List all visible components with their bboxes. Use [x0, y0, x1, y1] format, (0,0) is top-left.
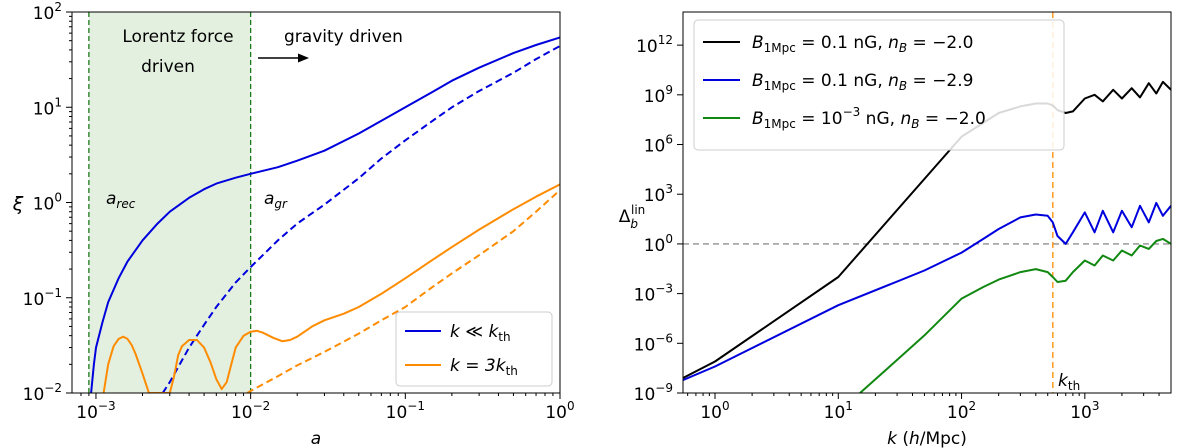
y-tick-label: 100	[33, 191, 62, 215]
lorentz-force-label-line1: Lorentz force	[122, 27, 233, 47]
x-tick-label: 100	[545, 399, 574, 423]
a-gr-label: agr	[264, 189, 288, 211]
plot-lines	[90, 36, 560, 393]
xi-orange-solid	[102, 183, 560, 393]
y-tick-label: 103	[644, 182, 673, 206]
x-axis: 10−3 10−2 10−1 100	[76, 393, 575, 423]
xi-blue-dashed	[161, 45, 560, 393]
right-panel: 100 101 102 103 10−9 10−6 10−3 100 103 106 109 101…	[619, 11, 1172, 448]
legend-items: B1Mpc = 0.1 nG, nB = −2.0 B1Mpc = 0.1 nG,…	[703, 33, 986, 131]
delta-blue	[683, 201, 1171, 382]
x-tick-label: 101	[824, 399, 853, 423]
x-tick-label: 102	[947, 399, 976, 423]
x-tick-label: 103	[1070, 399, 1099, 423]
x-tick-label: 10−2	[231, 399, 270, 423]
lorentz-force-label-line2: driven	[141, 57, 195, 77]
y-tick-label: 1012	[636, 33, 673, 57]
y-tick-label: 109	[644, 83, 673, 107]
x-tick-label: 10−1	[386, 399, 425, 423]
x-axis-label: k (h/Mpc)	[887, 429, 967, 448]
y-tick-label: 100	[644, 232, 673, 256]
xi-orange-dashed	[246, 189, 560, 393]
k-th-label: kth	[1058, 371, 1080, 393]
y-tick-label: 10−2	[23, 381, 62, 405]
y-tick-label: 10−9	[634, 381, 673, 405]
x-tick-label: 100	[700, 399, 729, 423]
y-axis-label: Δblin	[619, 203, 646, 231]
y-axis-label: ξ	[12, 193, 24, 215]
legend: k ≪ kth k = 3kth	[395, 311, 553, 387]
x-tick-label: 10−3	[76, 399, 115, 423]
y-axis: 10−2 10−1 100 101 102	[23, 0, 72, 405]
y-tick-label: 10−3	[634, 282, 673, 306]
legend-box	[693, 19, 1065, 151]
legend-label: B1Mpc = 0.1 nG, nB = −2.0	[752, 33, 973, 55]
lorentz-force-region	[88, 12, 251, 393]
x-axis-label: a	[311, 429, 321, 448]
left-panel: 10−3 10−2 10−1 100 10−2 10−1 100 101 102 a ξ Lo…	[12, 0, 575, 448]
y-axis: 10−9 10−6 10−3 100 103 106 109 1012	[634, 33, 683, 405]
legend-label: B1Mpc = 10−3 nG, nB = −2.0	[752, 105, 986, 131]
gravity-arrow-head	[298, 53, 309, 63]
y-tick-label: 10−1	[23, 286, 62, 310]
legend-label-blue: k ≪ kth	[450, 322, 511, 344]
legend: B1Mpc = 0.1 nG, nB = −2.0 B1Mpc = 0.1 nG,…	[693, 19, 1065, 151]
axes-frame	[682, 11, 1172, 394]
legend-label-orange: k = 3kth	[450, 356, 518, 378]
x-axis: 100 101 102 103	[687, 393, 1160, 423]
y-tick-label: 10−6	[634, 331, 673, 355]
xi-blue-solid	[90, 36, 560, 393]
a-rec-label: arec	[106, 189, 136, 211]
legend-label: B1Mpc = 0.1 nG, nB = −2.9	[752, 71, 973, 93]
y-tick-label: 101	[33, 95, 62, 119]
y-tick-label: 102	[33, 0, 62, 24]
gravity-driven-label: gravity driven	[284, 27, 403, 47]
y-tick-label: 106	[644, 133, 673, 157]
delta-green	[859, 237, 1171, 393]
